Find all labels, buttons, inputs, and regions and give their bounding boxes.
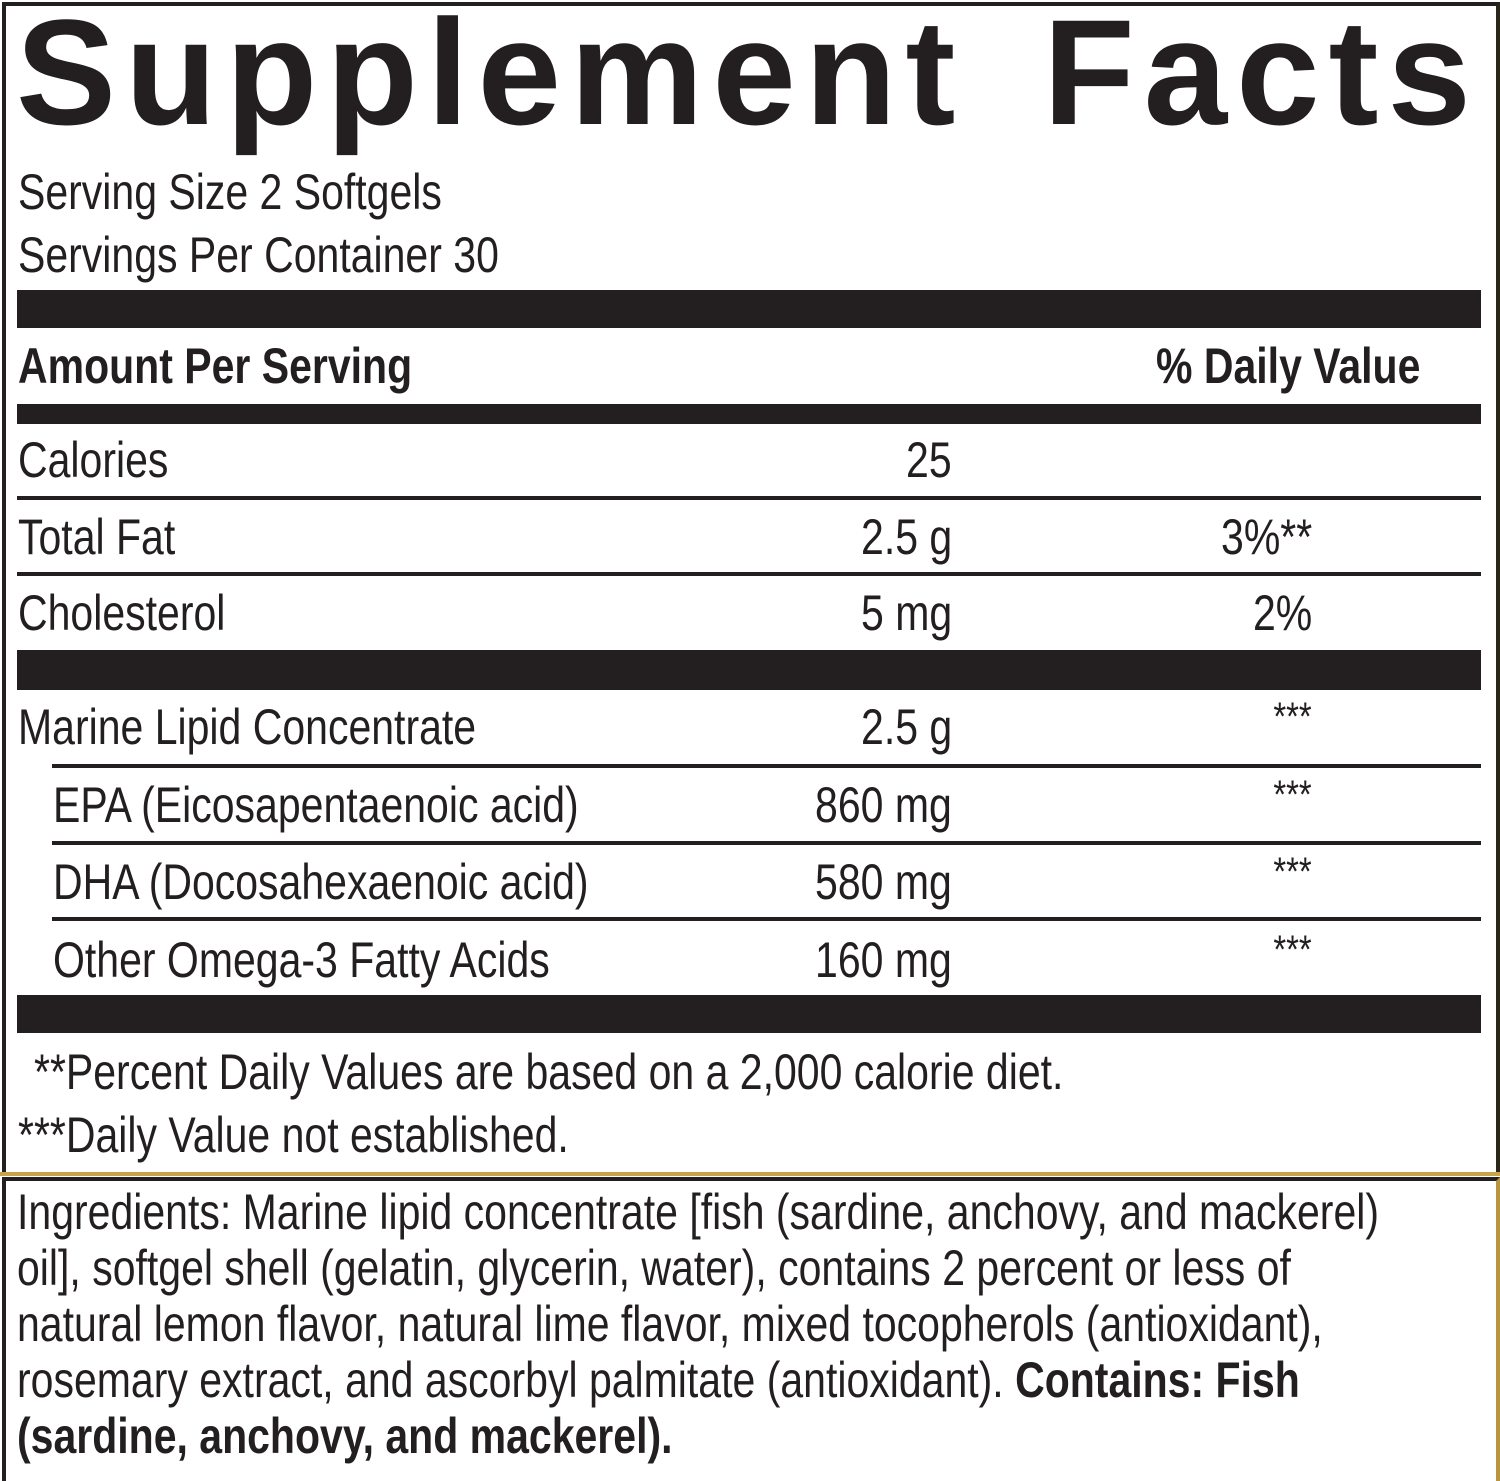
nutrient-daily-value: *** — [1273, 928, 1312, 972]
ingredients-line: natural lemon flavor, natural lime flavo… — [17, 1299, 1500, 1349]
daily-value-header: % Daily Value — [1155, 338, 1420, 394]
allergen-text: (sardine, anchovy, and mackerel). — [17, 1408, 673, 1464]
footnote-percent-dv: **Percent Daily Values are based on a 2,… — [34, 1044, 1064, 1100]
ingredients-text: Ingredients: Marine lipid concentrate [f… — [17, 1184, 1380, 1240]
nutrient-name: DHA (Docosahexaenoic acid) — [53, 854, 589, 910]
nutrient-amount: 5 mg — [860, 585, 952, 641]
nutrient-daily-value: *** — [1273, 695, 1312, 739]
row-divider — [52, 917, 1481, 921]
row-divider — [17, 496, 1481, 500]
panel-title: Supplement Facts — [16, 0, 1480, 156]
nutrient-daily-value: 3%** — [1220, 509, 1312, 565]
nutrient-name: Other Omega-3 Fatty Acids — [53, 932, 550, 988]
nutrient-amount: 160 mg — [815, 932, 952, 988]
row-divider — [17, 572, 1481, 576]
nutrient-name: EPA (Eicosapentaenoic acid) — [53, 777, 579, 833]
ingredients-panel — [2, 1177, 1500, 1481]
nutrient-amount: 2.5 g — [860, 699, 952, 755]
row-divider — [52, 841, 1481, 845]
ingredients-line: (sardine, anchovy, and mackerel). — [17, 1411, 816, 1461]
allergen-text: Contains: Fish — [1015, 1352, 1300, 1408]
nutrient-name: Total Fat — [18, 509, 176, 565]
nutrient-amount: 25 — [906, 432, 952, 488]
ingredients-text: rosemary extract, and ascorbyl palmitate… — [17, 1352, 1016, 1408]
ingredients-text: oil], softgel shell (gelatin, glycerin, … — [17, 1240, 1291, 1296]
nutrient-name: Cholesterol — [18, 585, 226, 641]
nutrient-amount: 860 mg — [815, 777, 952, 833]
nutrient-amount: 580 mg — [815, 854, 952, 910]
ingredients-line: oil], softgel shell (gelatin, glycerin, … — [17, 1243, 1500, 1293]
servings-per-container: Servings Per Container 30 — [18, 227, 499, 283]
thick-divider — [17, 650, 1481, 690]
amount-per-serving-header: Amount Per Serving — [18, 338, 413, 394]
row-divider — [52, 764, 1481, 768]
gold-divider — [0, 1172, 1500, 1176]
serving-size: Serving Size 2 Softgels — [18, 164, 442, 220]
ingredients-text: natural lemon flavor, natural lime flavo… — [17, 1296, 1323, 1352]
nutrient-name: Marine Lipid Concentrate — [18, 699, 477, 755]
nutrient-amount: 2.5 g — [860, 509, 952, 565]
thick-divider — [17, 995, 1481, 1033]
nutrient-daily-value: *** — [1273, 773, 1312, 817]
nutrient-daily-value: 2% — [1252, 585, 1312, 641]
medium-divider — [17, 404, 1481, 424]
thick-divider — [17, 290, 1481, 328]
ingredients-line: Ingredients: Marine lipid concentrate [f… — [17, 1187, 1500, 1237]
ingredients-line: rosemary extract, and ascorbyl palmitate… — [17, 1355, 1500, 1405]
footnote-dv-not-established: ***Daily Value not established. — [18, 1107, 569, 1163]
nutrient-name: Calories — [18, 432, 169, 488]
nutrient-daily-value: *** — [1273, 850, 1312, 894]
